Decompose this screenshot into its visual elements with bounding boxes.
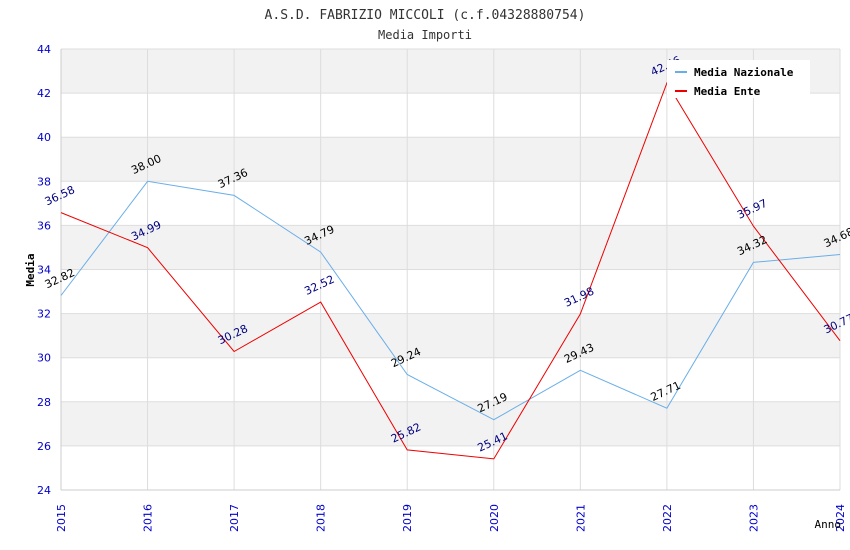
x-tick-label: 2019 xyxy=(401,504,414,532)
series-lines xyxy=(60,81,841,460)
x-tick-label: 2023 xyxy=(747,504,760,532)
plot-background-bands xyxy=(61,49,840,446)
legend-label: Media Nazionale xyxy=(694,66,794,79)
grid-band xyxy=(61,137,840,182)
y-tick-label: 36 xyxy=(37,219,51,232)
x-tick-label: 2017 xyxy=(228,504,241,532)
y-tick-label: 38 xyxy=(37,175,51,188)
grid-band xyxy=(61,225,840,270)
x-tick-label: 2015 xyxy=(55,504,68,532)
y-tick-label: 42 xyxy=(37,87,51,100)
chart-title: A.S.D. FABRIZIO MICCOLI (c.f.04328880754… xyxy=(265,8,586,23)
grid-band xyxy=(61,313,840,358)
data-label: 32.52 xyxy=(302,273,336,298)
data-label: 27.71 xyxy=(649,379,683,404)
x-tick-label: 2020 xyxy=(488,504,501,532)
gridlines xyxy=(60,48,841,491)
series-line-media-nazionale xyxy=(60,180,841,421)
x-tick-label: 2024 xyxy=(834,504,847,532)
series-line-media-ente xyxy=(60,81,841,460)
y-axis-label: Media xyxy=(24,253,37,286)
legend-box xyxy=(667,60,810,98)
x-tick-label: 2016 xyxy=(142,504,155,532)
x-tick-label: 2018 xyxy=(315,504,328,532)
x-axis-tick-labels: 2015 2016 2017 2018 2019 2020 2021 2022 2023 2024 xyxy=(55,504,847,532)
data-label: 31.98 xyxy=(562,285,596,310)
y-tick-label: 34 xyxy=(37,264,51,277)
y-tick-label: 28 xyxy=(37,396,51,409)
x-tick-label: 2021 xyxy=(574,504,587,532)
legend-label: Media Ente xyxy=(694,85,761,98)
x-axis-label: Anno xyxy=(815,518,842,531)
grid-band xyxy=(61,401,840,446)
axes xyxy=(60,49,840,491)
y-axis-tick-labels: 24 26 28 30 32 34 36 38 40 42 44 xyxy=(37,43,51,497)
x-tick-label: 2022 xyxy=(661,504,674,532)
y-tick-label: 24 xyxy=(37,484,51,497)
y-tick-label: 30 xyxy=(37,352,51,365)
y-tick-label: 40 xyxy=(37,131,51,144)
legend: Media Nazionale Media Ente xyxy=(667,60,810,98)
y-tick-label: 26 xyxy=(37,440,51,453)
y-tick-label: 44 xyxy=(37,43,51,56)
y-tick-label: 32 xyxy=(37,308,51,321)
chart-subtitle: Media Importi xyxy=(378,28,472,42)
data-label: 35.97 xyxy=(735,197,769,222)
